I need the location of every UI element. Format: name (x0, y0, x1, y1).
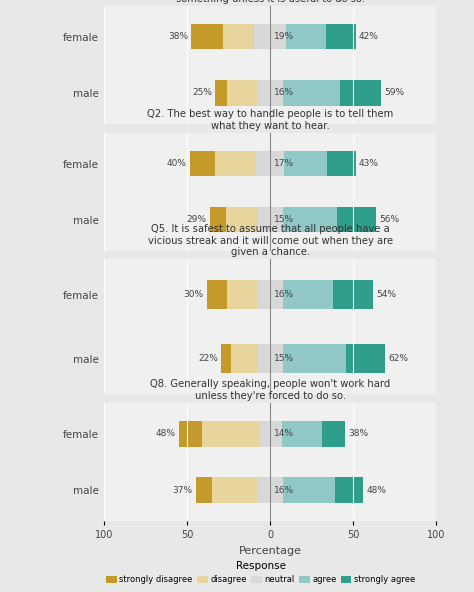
Bar (284, 151, 328, 176)
Bar (258, 345, 283, 374)
Bar (258, 207, 283, 232)
Bar (191, 24, 223, 49)
Bar (326, 24, 356, 49)
Bar (227, 81, 257, 105)
Text: 15%: 15% (273, 215, 293, 224)
Bar (179, 422, 202, 446)
Text: 25%: 25% (192, 88, 212, 98)
Bar (207, 280, 227, 309)
Bar (286, 24, 326, 49)
Text: 19%: 19% (273, 33, 293, 41)
Bar (283, 478, 335, 503)
Text: 56%: 56% (379, 215, 399, 224)
Bar (346, 345, 385, 374)
Bar (333, 280, 373, 309)
Bar (257, 280, 283, 309)
Bar (283, 280, 333, 309)
Bar (322, 422, 345, 446)
Title: Q8. Generally speaking, people won't work hard
unless they're forced to do so.: Q8. Generally speaking, people won't wor… (150, 379, 390, 401)
Text: 16%: 16% (273, 88, 293, 98)
Text: 38%: 38% (348, 429, 368, 439)
Bar (282, 422, 322, 446)
Text: 22%: 22% (198, 355, 218, 363)
Bar (256, 151, 284, 176)
Text: 62%: 62% (389, 355, 409, 363)
Bar (216, 81, 227, 105)
Title: Q5. It is safest to assume that all people have a
vicious streak and it will com: Q5. It is safest to assume that all peop… (147, 224, 393, 258)
Text: 29%: 29% (186, 215, 206, 224)
Bar (335, 478, 363, 503)
Bar (259, 422, 282, 446)
Text: 14%: 14% (273, 429, 293, 439)
Bar (221, 345, 231, 374)
Text: 48%: 48% (155, 429, 175, 439)
Text: 15%: 15% (273, 355, 293, 363)
Bar (255, 24, 286, 49)
Bar (210, 207, 226, 232)
Bar (223, 24, 255, 49)
Bar (231, 345, 258, 374)
Bar (215, 151, 256, 176)
Text: 38%: 38% (168, 33, 188, 41)
Text: 48%: 48% (366, 485, 386, 494)
Bar (226, 207, 258, 232)
Bar (257, 478, 283, 503)
Text: 54%: 54% (376, 290, 396, 299)
Bar (340, 81, 382, 105)
Bar (202, 422, 259, 446)
Bar (196, 478, 212, 503)
Text: 59%: 59% (385, 88, 405, 98)
Text: 42%: 42% (359, 33, 379, 41)
Bar (283, 81, 340, 105)
Title: Q2. The best way to handle people is to tell them
what they want to hear.: Q2. The best way to handle people is to … (147, 109, 393, 130)
Text: 16%: 16% (273, 290, 293, 299)
Text: 30%: 30% (184, 290, 204, 299)
Bar (257, 81, 283, 105)
Text: 17%: 17% (273, 159, 293, 168)
Bar (227, 280, 257, 309)
Legend: strongly disagree, disagree, neutral, agree, strongly agree: strongly disagree, disagree, neutral, ag… (103, 558, 419, 588)
Text: 40%: 40% (166, 159, 186, 168)
Text: 37%: 37% (172, 485, 192, 494)
Bar (283, 207, 337, 232)
Text: 43%: 43% (359, 159, 379, 168)
Title: Q1. Never tell anyone the real reason you did
something unless it is useful to d: Q1. Never tell anyone the real reason yo… (156, 0, 384, 4)
Bar (283, 345, 346, 374)
Text: 16%: 16% (273, 485, 293, 494)
Bar (337, 207, 375, 232)
X-axis label: Percentage: Percentage (239, 546, 301, 555)
Bar (212, 478, 257, 503)
Bar (190, 151, 215, 176)
Bar (328, 151, 356, 176)
